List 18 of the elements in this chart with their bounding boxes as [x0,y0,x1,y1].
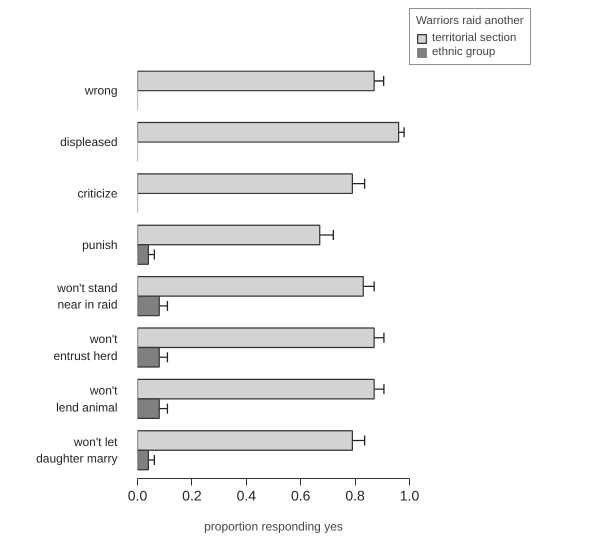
x-tick-label: 0.2 [182,488,202,504]
y-tick-label: punish [82,238,118,252]
x-tick-label: 1.0 [400,488,420,504]
x-tick-label: 0.0 [128,488,148,504]
y-tick-label: won't stand near in raid [56,280,118,312]
y-tick-label: won't entrust herd [53,332,118,363]
x-axis-title: proportion responding yes [204,520,343,534]
legend-label: territorial section [432,32,516,44]
y-tick-label: criticize [78,186,118,200]
y-tick-label: displeased [60,135,118,150]
y-tick-label: wrong [84,84,118,98]
y-tick-label: won't lend animal [56,383,118,414]
x-tick-label: 0.8 [345,488,366,504]
y-tick-label: won't let daughter marry [36,434,118,466]
x-tick-label: 0.4 [236,488,256,504]
x-tick-label: 0.6 [290,488,311,504]
legend-label: ethnic group [432,46,496,58]
legend-title: Warriors raid another [416,15,524,27]
